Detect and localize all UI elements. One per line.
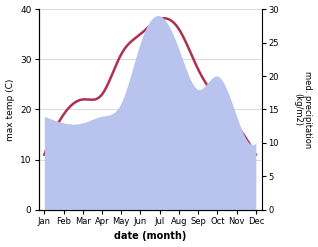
X-axis label: date (month): date (month) bbox=[114, 231, 186, 242]
Y-axis label: med. precipitation
(kg/m2): med. precipitation (kg/m2) bbox=[293, 71, 313, 148]
Y-axis label: max temp (C): max temp (C) bbox=[5, 78, 15, 141]
